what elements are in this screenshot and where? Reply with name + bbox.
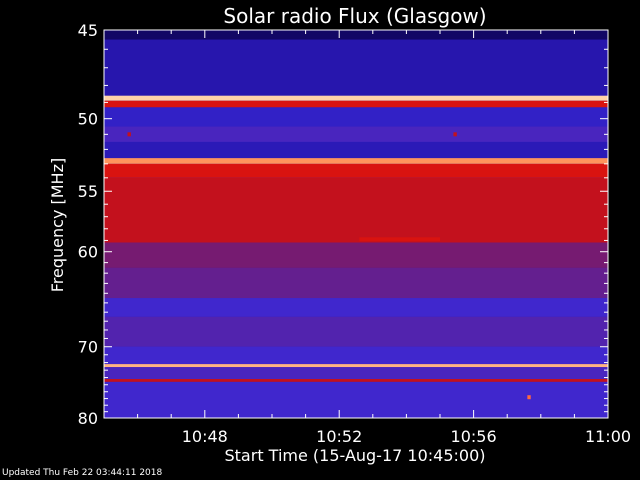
updated-timestamp: Updated Thu Feb 22 03:44:11 2018 [2,468,163,478]
frequency-band [104,346,608,365]
y-tick-label: 80 [78,409,98,428]
frequency-band [104,107,608,127]
frequency-band [104,126,608,142]
frequency-band [104,95,608,101]
frequency-band [104,141,608,159]
burst-feature [453,132,457,137]
plot-frame [103,29,609,419]
frequency-band [104,163,608,178]
frequency-band [104,316,608,347]
y-tick-label: 50 [78,110,98,129]
frequency-band [104,381,608,418]
plot-area [103,29,609,419]
frequency-band [104,30,608,40]
x-tick-label: 10:56 [451,427,497,446]
frequency-band [104,267,608,299]
x-axis: 10:48 10:52 10:56 11:00 [137,30,631,446]
frequency-band [104,364,608,368]
frequency-band [104,177,608,243]
frequency-band [104,242,608,268]
frequency-band [104,367,608,380]
frequency-band [104,100,608,108]
y-tick-label: 60 [78,243,98,262]
y-tick-label: 45 [78,21,98,40]
frequency-band [104,379,608,382]
burst-feature [359,237,440,242]
y-axis-label: Frequency [MHz] [48,158,67,292]
y-tick-label: 70 [78,338,98,357]
frequency-band [104,298,608,317]
frequency-band [104,39,608,96]
y-axis: 45 50 55 60 70 80 [78,21,608,428]
x-tick-label: 11:00 [585,427,631,446]
x-tick-label: 10:48 [182,427,228,446]
burst-feature [527,395,531,400]
x-axis-label: Start Time (15-Aug-17 10:45:00) [225,446,486,465]
y-tick-label: 55 [78,182,98,201]
chart-title: Solar radio Flux (Glasgow) [223,4,486,28]
frequency-band [104,158,608,164]
burst-feature [127,132,131,137]
x-tick-label: 10:52 [316,427,362,446]
